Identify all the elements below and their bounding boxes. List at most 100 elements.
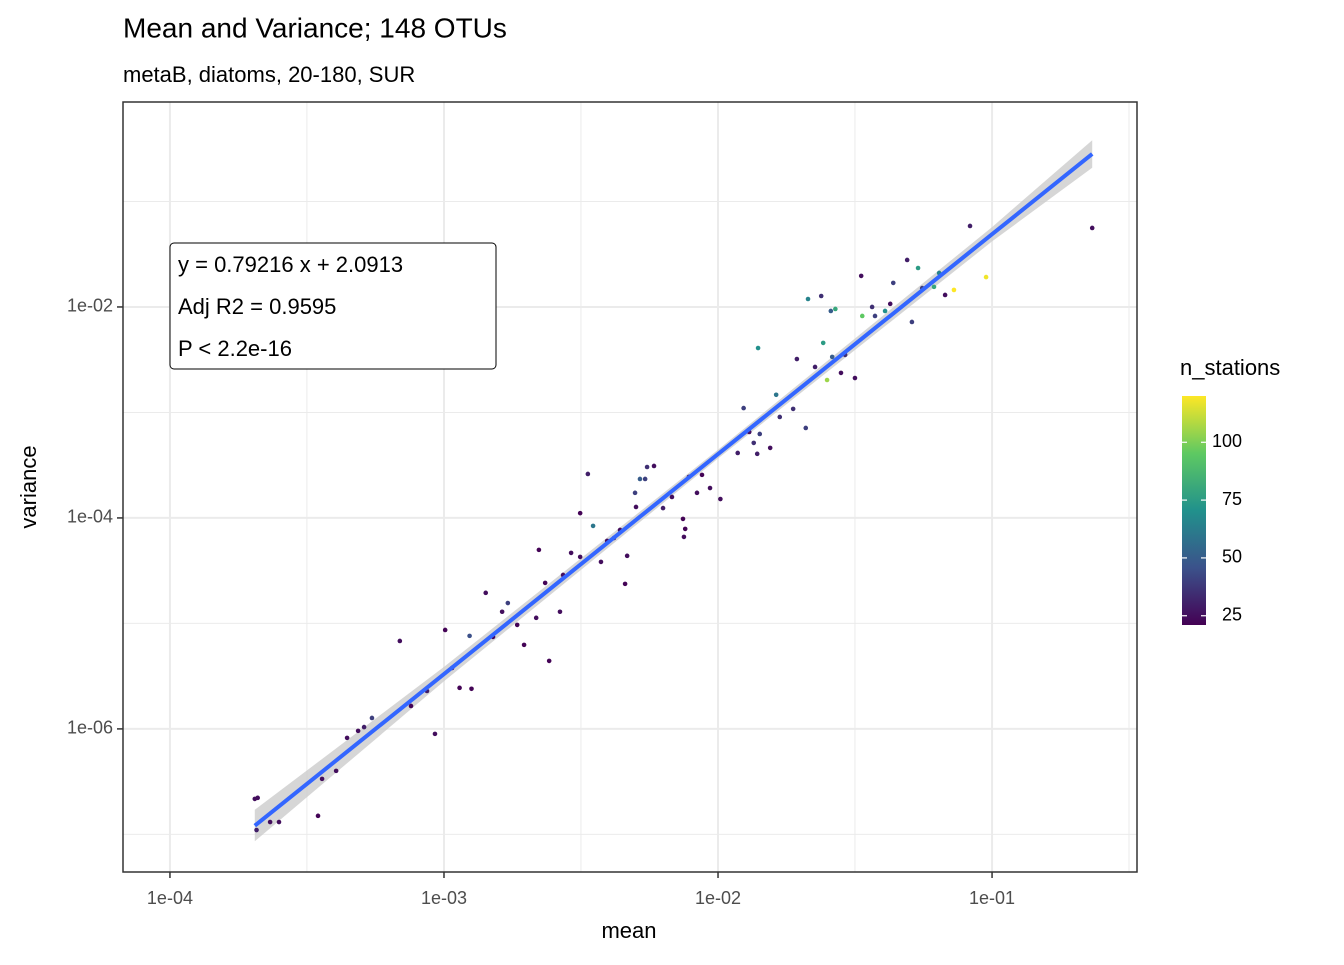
point [682, 526, 688, 532]
point [624, 553, 630, 559]
point [469, 686, 474, 692]
point [741, 405, 746, 411]
point [577, 554, 583, 560]
chart-subtitle: metaB, diatoms, 20-180, SUR [123, 62, 415, 87]
point [483, 590, 489, 596]
point [942, 292, 948, 298]
y-axis-label: variance [16, 445, 41, 528]
point [642, 476, 648, 482]
point [632, 490, 638, 496]
point [680, 516, 686, 522]
point [859, 313, 865, 319]
point [803, 425, 809, 431]
point [276, 819, 282, 825]
chart-title: Mean and Variance; 148 OTUs [123, 12, 507, 43]
point [882, 308, 888, 314]
point [805, 296, 811, 302]
point [820, 340, 826, 346]
point [872, 313, 878, 319]
point [838, 370, 844, 376]
point [707, 485, 713, 491]
point [651, 463, 657, 469]
point [818, 293, 824, 299]
y-tick-label: 1e-02 [67, 296, 113, 316]
point [344, 735, 350, 741]
point [585, 471, 591, 477]
colorbar [1182, 396, 1206, 625]
point [637, 476, 643, 482]
point [598, 559, 604, 565]
annotation-text: y = 0.79216 x + 2.0913 [178, 252, 403, 277]
point [408, 703, 414, 709]
point [521, 642, 527, 648]
legend-tick-label: 100 [1212, 431, 1242, 451]
point [557, 609, 563, 615]
point [904, 257, 910, 263]
point [828, 308, 834, 314]
y-tick-label: 1e-04 [67, 507, 113, 527]
point [536, 547, 542, 553]
point [319, 776, 325, 782]
point [767, 445, 773, 451]
panel-border [122, 101, 1138, 873]
annotation-text: Adj R2 = 0.9595 [178, 294, 336, 319]
point [644, 464, 650, 470]
point [397, 638, 403, 644]
fit-line [253, 152, 1094, 828]
point [824, 377, 830, 383]
point [694, 490, 700, 496]
point [967, 223, 973, 229]
point [773, 392, 779, 398]
point [505, 600, 511, 606]
point [499, 609, 505, 615]
point [699, 472, 705, 478]
point [755, 345, 761, 351]
point [669, 494, 675, 500]
point [660, 505, 666, 511]
point [983, 274, 989, 280]
point [333, 768, 339, 774]
point [577, 510, 583, 516]
point [751, 440, 757, 446]
point [361, 724, 367, 730]
point [432, 731, 438, 737]
point [355, 728, 361, 734]
point [546, 658, 552, 664]
point [633, 504, 639, 510]
point [951, 287, 957, 293]
legend-tick-label: 75 [1222, 489, 1242, 509]
point [794, 356, 800, 362]
point [590, 523, 596, 529]
x-tick-label: 1e-02 [695, 888, 741, 908]
point [858, 273, 864, 279]
point [467, 633, 472, 639]
point [1089, 225, 1095, 231]
point [869, 304, 875, 310]
point [790, 406, 796, 412]
x-tick-label: 1e-03 [421, 888, 467, 908]
point [267, 819, 273, 825]
point [533, 615, 539, 621]
point [852, 375, 858, 381]
legend-tick-label: 25 [1222, 604, 1242, 624]
point [777, 414, 783, 420]
point [909, 319, 915, 325]
annotation-box [169, 242, 497, 370]
point [829, 354, 835, 360]
point [718, 496, 723, 502]
point [890, 280, 896, 286]
point [315, 813, 321, 819]
point [812, 364, 818, 370]
point [369, 715, 375, 721]
point [622, 581, 628, 587]
point [757, 431, 763, 437]
point [754, 451, 760, 457]
annotation-text: P < 2.2e-16 [178, 336, 292, 361]
point [887, 301, 893, 307]
point [542, 580, 548, 586]
point [514, 622, 520, 628]
point [568, 550, 574, 556]
legend-title: n_stations [1180, 355, 1280, 380]
legend-tick-label: 50 [1222, 547, 1242, 567]
